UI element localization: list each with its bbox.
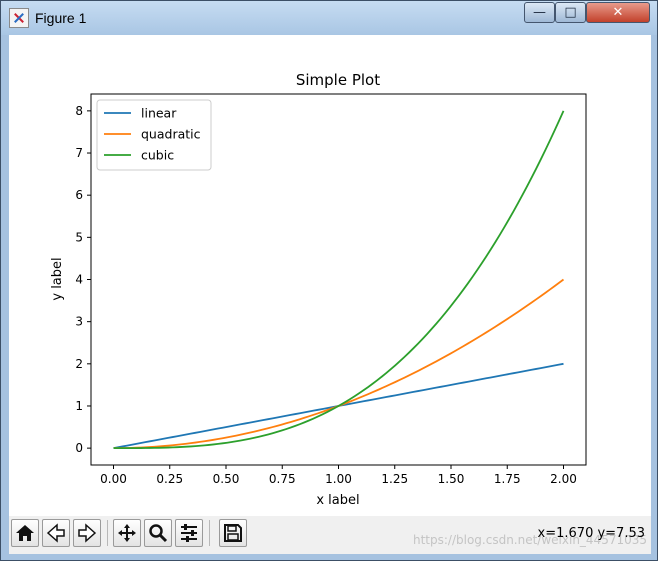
y-tick-label: 2 xyxy=(75,357,83,371)
series-line-quadratic xyxy=(113,278,565,450)
x-tick-label: 0.75 xyxy=(269,472,296,486)
client-area: Simple Plot 0.00 0.25 0.50 0.75 1.00 1.25 1.50… xyxy=(9,35,651,554)
x-tick-label: 1.50 xyxy=(438,472,465,486)
y-tick-label: 8 xyxy=(75,104,83,118)
legend-label-cubic: cubic xyxy=(141,148,174,163)
y-tick-label: 6 xyxy=(75,188,83,202)
x-tick-label: 1.00 xyxy=(325,472,352,486)
minimize-button[interactable]: — xyxy=(524,2,555,23)
y-tick-label: 5 xyxy=(75,230,83,244)
x-axis-label: x label xyxy=(316,493,359,508)
legend-box xyxy=(96,99,212,171)
matplotlib-icon xyxy=(9,8,29,28)
floppy-disk-icon xyxy=(224,524,242,542)
close-button[interactable]: ✕ xyxy=(586,2,650,23)
home-button[interactable] xyxy=(11,519,39,547)
y-tick-label: 1 xyxy=(75,399,83,413)
save-button[interactable] xyxy=(219,519,247,547)
sliders-icon xyxy=(181,524,197,542)
window-title: Figure 1 xyxy=(35,10,87,26)
cursor-coordinates: x=1.670 y=7.53 xyxy=(537,526,645,541)
move-icon xyxy=(118,524,136,542)
configure-subplots-button[interactable] xyxy=(175,519,203,547)
y-axis-label: y label xyxy=(50,257,65,300)
y-tick-label: 7 xyxy=(75,146,83,160)
plot-svg[interactable]: Simple Plot 0.00 0.25 0.50 0.75 1.00 1.25 1.50… xyxy=(9,35,651,516)
arrow-right-icon xyxy=(78,523,97,543)
x-tick-label: 1.25 xyxy=(381,472,408,486)
x-tick-label: 0.25 xyxy=(156,472,183,486)
x-tick-label: 2.00 xyxy=(550,472,577,486)
pan-button[interactable] xyxy=(113,519,141,547)
legend-label-quadratic: quadratic xyxy=(141,127,201,142)
y-tick-label: 0 xyxy=(75,441,83,455)
maximize-button[interactable]: □ xyxy=(555,2,586,23)
navigation-toolbar: https://blog.csdn.net/weixin_44571035 x=… xyxy=(9,516,651,554)
y-tick-label: 3 xyxy=(75,315,83,329)
zoom-button[interactable] xyxy=(144,519,172,547)
legend-label-linear: linear xyxy=(141,106,177,121)
toolbar-separator xyxy=(209,520,210,546)
toolbar-separator xyxy=(107,520,108,546)
magnifier-icon xyxy=(149,524,168,543)
series-line-cubic xyxy=(113,110,565,450)
figure-canvas[interactable]: Simple Plot 0.00 0.25 0.50 0.75 1.00 1.25 1.50… xyxy=(9,35,651,516)
forward-button[interactable] xyxy=(73,519,101,547)
title-bar[interactable]: Figure 1 — □ ✕ xyxy=(1,1,657,35)
x-tick-label: 0.50 xyxy=(213,472,240,486)
y-tick-label: 4 xyxy=(75,273,83,287)
back-button[interactable] xyxy=(42,519,70,547)
x-tick-label: 1.75 xyxy=(494,472,521,486)
legend: linear quadratic cubic xyxy=(96,99,212,171)
watermark: https://blog.csdn.net/weixin_44571035 xyxy=(412,533,647,547)
series-layer xyxy=(113,110,565,450)
arrow-left-icon xyxy=(46,523,65,543)
chart-title: Simple Plot xyxy=(296,71,380,89)
ticks-layer: 0.00 0.25 0.50 0.75 1.00 1.25 1.50 1.75 2.00 0 1 2 3… xyxy=(75,104,577,486)
x-tick-label: 0.00 xyxy=(100,472,127,486)
home-icon xyxy=(16,525,34,541)
